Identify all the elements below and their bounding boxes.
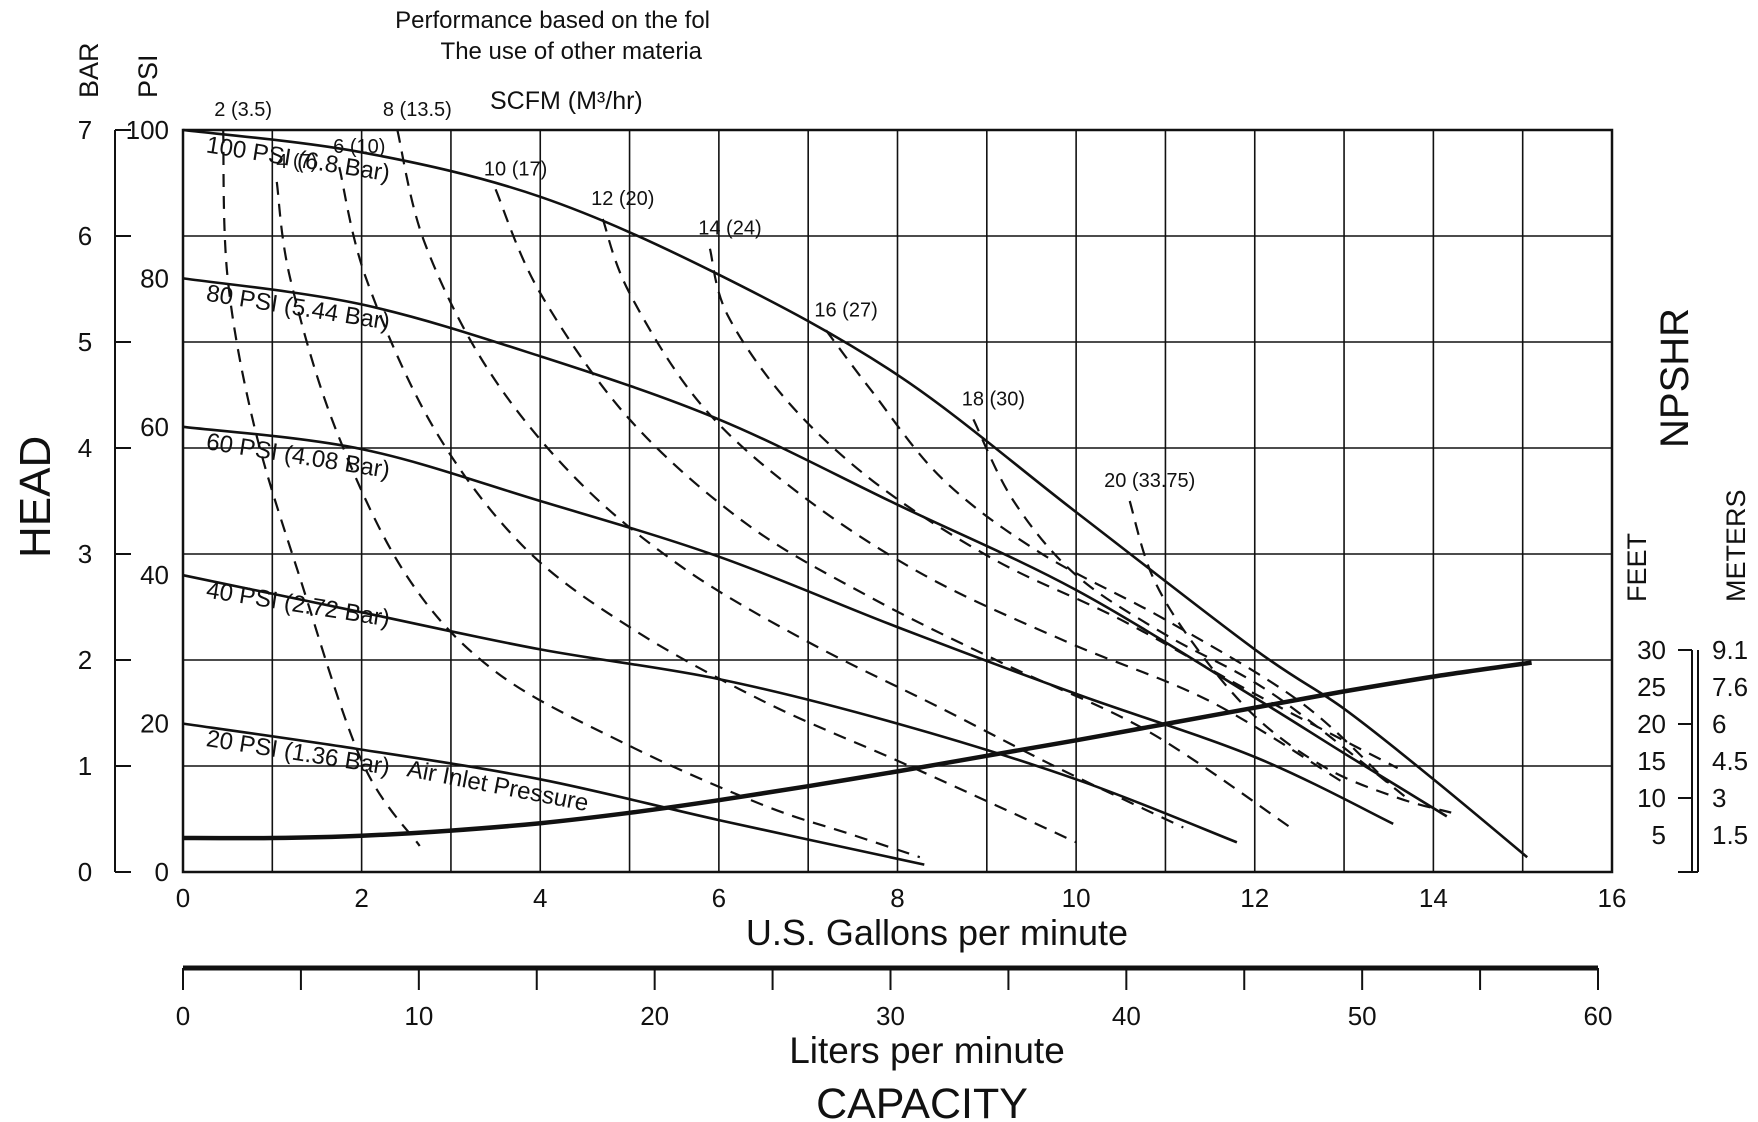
meter-tick-label: 3 (1712, 783, 1726, 813)
lpm-tick-label: 40 (1112, 1001, 1141, 1031)
lpm-tick-label: 60 (1584, 1001, 1613, 1031)
bar-tick-label: 4 (78, 433, 92, 463)
head-axis-title: HEAD (11, 436, 60, 558)
scfm-curve-label: 16 (27) (814, 299, 877, 321)
pressure-curve (182, 573, 1238, 844)
bar-tick-label: 5 (78, 327, 92, 357)
npshr-axis-title: NPSHR (1653, 308, 1697, 448)
header-line-2: The use of other materia (441, 38, 703, 65)
lpm-tick-label: 30 (876, 1001, 905, 1031)
meter-tick-label: 4.5 (1712, 746, 1748, 776)
lpm-tick-label: 0 (176, 1001, 190, 1031)
pressure-curve-label: 40 PSI (2.72 Bar) (204, 577, 391, 633)
psi-tick-label: 100 (126, 115, 169, 145)
psi-tick-label: 0 (155, 857, 169, 887)
scfm-curve (338, 166, 1077, 844)
psi-tick-label: 40 (140, 560, 169, 590)
npshr-curve (182, 660, 1532, 841)
x-tick-label: 14 (1419, 883, 1448, 913)
plot-frame (181, 128, 1614, 874)
pressure-curve-label: 20 PSI (1.36 Bar) (204, 725, 391, 781)
air-inlet-pressure-label: Air Inlet Pressure (405, 755, 591, 817)
x-tick-label: 4 (533, 883, 547, 913)
meter-tick-label: 9.1 (1712, 635, 1748, 665)
header-block: Performance based on the fol The use of … (395, 7, 710, 115)
lpm-tick-label: 10 (404, 1001, 433, 1031)
bar-tick-label: 3 (78, 539, 92, 569)
feet-axis-title: FEET (1622, 533, 1652, 602)
scfm-curve-label: 8 (13.5) (383, 99, 452, 121)
capacity-title: CAPACITY (816, 1080, 1028, 1122)
lpm-axis-title: Liters per minute (789, 1030, 1065, 1071)
bar-tick-label: 6 (78, 221, 92, 251)
psi-axis-title: PSI (133, 54, 163, 98)
scfm-curve (708, 248, 1399, 770)
scfm-curve (1128, 500, 1452, 814)
pressure-curve (182, 128, 1529, 859)
psi-tick-label: 80 (140, 263, 169, 293)
scfm-curve-label: 6 (10) (333, 136, 385, 158)
chart-plot-layer: 0 2 4 6 8 10 12 14 16020406080100012345675101520… (78, 99, 1748, 1031)
scfm-curve (972, 418, 1408, 799)
pressure-curve (182, 722, 925, 866)
meter-tick-label: 1.5 (1712, 820, 1748, 850)
x-tick-label: 8 (890, 883, 904, 913)
x-axis-title: U.S. Gallons per minute (746, 912, 1128, 953)
feet-tick-label: 30 (1637, 635, 1666, 665)
feet-tick-label: 10 (1637, 783, 1666, 813)
x-tick-label: 10 (1062, 883, 1091, 913)
scfm-curve (601, 218, 1345, 784)
feet-tick-label: 15 (1637, 746, 1666, 776)
scfm-curve-label: 2 (3.5) (214, 99, 272, 121)
scfm-curve (275, 181, 921, 859)
meters-axis-title: METERS (1721, 489, 1751, 602)
pressure-curve-label: 60 PSI (4.08 Bar) (204, 428, 391, 484)
bar-tick-label: 0 (78, 857, 92, 887)
pressure-curve-label: 80 PSI (5.44 Bar) (204, 280, 391, 336)
feet-tick-label: 5 (1652, 820, 1666, 850)
scfm-curve-label: 14 (24) (698, 218, 761, 240)
lpm-tick-label: 50 (1348, 1001, 1377, 1031)
x-tick-label: 6 (712, 883, 726, 913)
header-line-1: Performance based on the fol (395, 7, 710, 34)
psi-tick-label: 60 (140, 412, 169, 442)
scfm-curve-label: 20 (33.75) (1104, 470, 1195, 492)
scfm-curve (222, 129, 421, 847)
pressure-curve (182, 277, 1448, 818)
scfm-title: SCFM (M³/hr) (490, 87, 643, 115)
x-tick-label: 12 (1240, 883, 1269, 913)
scfm-curve-label: 12 (20) (591, 188, 654, 210)
scfm-curve (396, 129, 1184, 829)
bar-tick-label: 2 (78, 645, 92, 675)
scfm-curve-label: 4 (7) (276, 151, 317, 173)
bar-tick-label: 1 (78, 751, 92, 781)
x-tick-label: 2 (354, 883, 368, 913)
meter-tick-label: 6 (1712, 709, 1726, 739)
psi-tick-label: 20 (140, 709, 169, 739)
scfm-curve-label: 10 (17) (484, 158, 547, 180)
bar-tick-label: 7 (78, 115, 92, 145)
feet-tick-label: 20 (1637, 709, 1666, 739)
bar-axis-title: BAR (74, 42, 104, 98)
x-tick-label: 0 (176, 883, 190, 913)
lpm-tick-label: 20 (640, 1001, 669, 1031)
pressure-curve (182, 425, 1394, 825)
scfm-curve (825, 329, 1390, 784)
feet-tick-label: 25 (1637, 672, 1666, 702)
scfm-curve-label: 18 (30) (962, 388, 1025, 410)
x-tick-label: 16 (1598, 883, 1627, 913)
scfm-curve (494, 188, 1292, 829)
meter-tick-label: 7.6 (1712, 672, 1748, 702)
